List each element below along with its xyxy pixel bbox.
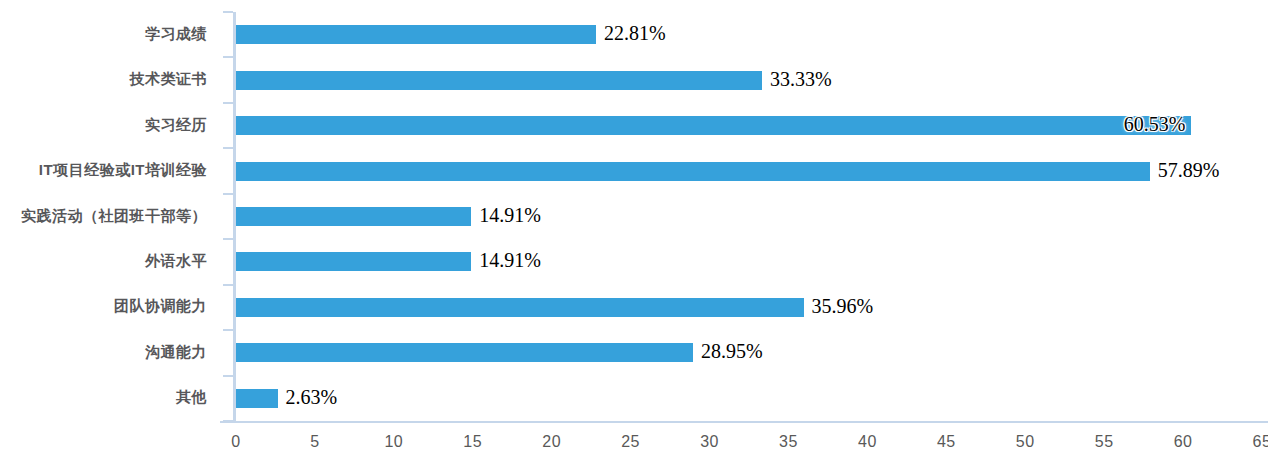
x-axis-tick-label: 45: [937, 433, 956, 451]
x-axis-tick-label: 25: [621, 433, 640, 451]
category-label: 学习成绩: [0, 25, 207, 44]
bar: [236, 116, 1191, 135]
value-label: 22.81%: [604, 24, 666, 43]
x-axis-tick-label: 30: [700, 433, 719, 451]
category-label: IT项目经验或IT培训经验: [0, 161, 207, 180]
category-label: 其他: [0, 388, 207, 407]
category-label: 实践活动（社团班干部等）: [0, 207, 207, 226]
value-label: 28.95%: [701, 342, 763, 361]
y-axis-tick: [223, 11, 233, 13]
x-axis-tick-label: 10: [384, 433, 403, 451]
x-axis-tick-label: 15: [463, 433, 482, 451]
x-axis-tick-label: 55: [1095, 433, 1114, 451]
category-label: 技术类证书: [0, 70, 207, 89]
y-axis-tick: [223, 102, 233, 104]
category-label: 实习经历: [0, 116, 207, 135]
bar: [236, 252, 471, 271]
bar: [236, 71, 762, 90]
y-axis-tick: [223, 238, 233, 240]
bar: [236, 207, 471, 226]
y-axis-tick: [223, 56, 233, 58]
x-axis-tick-label: 40: [858, 433, 877, 451]
bar: [236, 162, 1150, 181]
y-axis-tick: [223, 284, 233, 286]
value-label: 60.53%: [1124, 115, 1186, 134]
x-axis-tick-label: 35: [779, 433, 798, 451]
bar: [236, 298, 804, 317]
value-label: 57.89%: [1158, 161, 1220, 180]
y-axis-tick: [223, 375, 233, 377]
x-axis-tick-label: 65: [1253, 433, 1268, 451]
y-axis-tick: [223, 193, 233, 195]
x-axis-tick-label: 60: [1174, 433, 1193, 451]
x-axis-line: [220, 421, 1268, 423]
category-label: 团队协调能力: [0, 297, 207, 316]
category-label: 外语水平: [0, 252, 207, 271]
horizontal-bar-chart: 学习成绩 22.81% 技术类证书 33.33% 实习经历 60.53% IT项目经验或IT…: [0, 0, 1268, 467]
value-label: 33.33%: [770, 70, 832, 89]
value-label: 14.91%: [479, 251, 541, 270]
value-label: 35.96%: [812, 297, 874, 316]
bar: [236, 343, 693, 362]
x-axis-tick-label: 0: [231, 433, 240, 451]
value-label: 2.63%: [286, 388, 338, 407]
x-axis-tick-label: 20: [542, 433, 561, 451]
y-axis-tick: [223, 329, 233, 331]
value-label: 14.91%: [479, 206, 541, 225]
x-axis-tick-label: 5: [310, 433, 319, 451]
bar: [236, 25, 596, 44]
y-axis-tick: [223, 147, 233, 149]
bar: [236, 389, 278, 408]
category-label: 沟通能力: [0, 343, 207, 362]
x-axis-tick-label: 50: [1016, 433, 1035, 451]
